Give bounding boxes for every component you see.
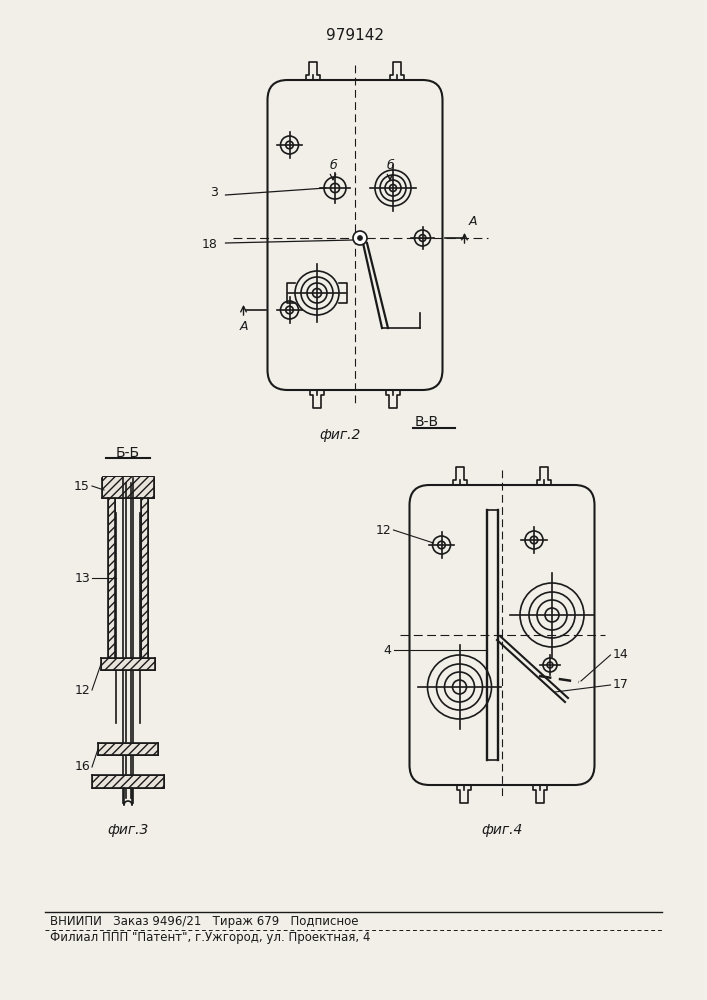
Text: 17: 17	[612, 678, 629, 692]
Text: 15: 15	[74, 480, 90, 492]
Text: 18: 18	[201, 237, 218, 250]
Text: 14: 14	[612, 648, 629, 662]
Text: фиг.2: фиг.2	[320, 428, 361, 442]
Text: ВНИИПИ   Заказ 9496/21   Тираж 679   Подписное: ВНИИПИ Заказ 9496/21 Тираж 679 Подписное	[50, 914, 358, 928]
Text: В-В: В-В	[415, 415, 439, 429]
Text: фиг.4: фиг.4	[481, 823, 522, 837]
Text: A: A	[239, 320, 247, 333]
Text: 4: 4	[384, 644, 392, 656]
Circle shape	[358, 235, 363, 240]
Text: 979142: 979142	[326, 28, 384, 43]
Text: Филиал ППП "Патент", г.Ужгород, ул. Проектная, 4: Филиал ППП "Патент", г.Ужгород, ул. Прое…	[50, 932, 370, 944]
Bar	[101, 658, 155, 670]
Text: б: б	[329, 159, 337, 172]
Bar	[102, 476, 154, 498]
Text: 12: 12	[74, 684, 90, 696]
Bar	[108, 498, 115, 668]
Bar	[98, 743, 158, 755]
Bar	[141, 498, 148, 668]
Text: б: б	[386, 159, 394, 172]
Text: 12: 12	[375, 524, 392, 536]
Bar	[92, 775, 164, 788]
Text: 3: 3	[209, 186, 218, 200]
Text: фиг.3: фиг.3	[107, 823, 148, 837]
Text: 13: 13	[74, 572, 90, 584]
Circle shape	[353, 231, 367, 245]
Text: 16: 16	[74, 760, 90, 774]
Text: Б-Б: Б-Б	[116, 446, 140, 460]
Text: A: A	[469, 215, 477, 228]
